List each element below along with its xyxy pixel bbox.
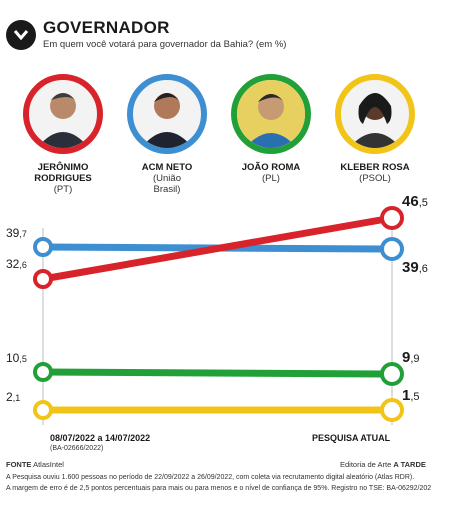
registration-note: (BA-02666/2022): [50, 445, 104, 452]
avatar: [127, 74, 207, 154]
chevron-down-icon: [6, 20, 36, 50]
series-line: [42, 214, 393, 283]
candidate-party: (PL): [262, 173, 280, 184]
source: FONTE AtlasIntel: [6, 460, 64, 469]
data-label: 32,6: [6, 257, 27, 271]
data-point: [380, 362, 404, 386]
candidate-party: (União: [153, 173, 181, 184]
method-note: A Pesquisa ouviu 1.600 pessoas no períod…: [6, 474, 415, 481]
margin-note: A margem de erro é de 2,5 pontos percent…: [6, 485, 432, 492]
data-point: [380, 237, 404, 261]
source-label: FONTE: [6, 460, 32, 469]
data-label: 39,6: [402, 259, 428, 276]
data-label: 2,1: [6, 390, 20, 404]
candidate-party: Brasil): [153, 184, 181, 195]
chart-header: GOVERNADOR Em quem você votará para gove…: [6, 18, 446, 58]
chart-subtitle: Em quem você votará para governador da B…: [43, 39, 287, 50]
data-point: [33, 362, 53, 382]
candidate-name: ACM NETO: [141, 162, 193, 173]
credit-name: A TARDE: [393, 460, 426, 469]
avatar: [335, 74, 415, 154]
data-label: 46,5: [402, 193, 428, 210]
x-tick-label: 08/07/2022 a 14/07/2022: [50, 433, 151, 443]
data-point: [33, 269, 53, 289]
credit-prefix: Editoria de Arte: [340, 460, 392, 469]
avatar: [231, 74, 311, 154]
data-label: 10,5: [6, 351, 27, 365]
data-point: [33, 237, 53, 257]
chart-title: GOVERNADOR: [43, 18, 170, 37]
candidate-name: JERÔNIMO: [37, 162, 89, 173]
data-label: 39,7: [6, 226, 27, 240]
source-value: AtlasIntel: [33, 460, 64, 469]
data-label: 9,9: [402, 349, 420, 366]
candidate-name: JOÃO ROMA: [241, 162, 301, 173]
candidate-name: RODRIGUES: [34, 173, 92, 184]
x-tick-label: PESQUISA ATUAL: [312, 433, 391, 443]
data-point: [33, 400, 53, 420]
data-label: 1,5: [402, 387, 420, 404]
candidate-kleber-rosa: KLEBER ROSA (PSOL): [320, 74, 430, 184]
candidate-joao-roma: JOÃO ROMA (PL): [216, 74, 326, 184]
credit: Editoria de Arte A TARDE: [340, 460, 426, 469]
data-point: [380, 206, 404, 230]
candidate-party: (PSOL): [359, 173, 391, 184]
candidate-name: KLEBER ROSA: [340, 162, 410, 173]
candidate-jeronimo: JERÔNIMO RODRIGUES (PT): [8, 74, 118, 195]
data-point: [380, 398, 404, 422]
candidate-acm-neto: ACM NETO (União Brasil): [112, 74, 222, 195]
series-line: [42, 368, 393, 378]
candidate-party: (PT): [53, 184, 73, 195]
avatar: [23, 74, 103, 154]
